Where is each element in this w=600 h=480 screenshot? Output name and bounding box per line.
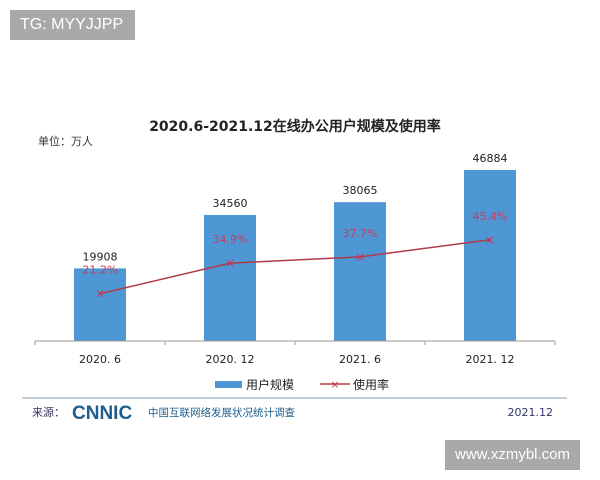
watermark: www.xzmybl.com	[445, 440, 581, 470]
x-tick-label: 2021. 6	[339, 353, 381, 366]
bar	[464, 170, 516, 341]
bar-value-label: 38065	[343, 184, 378, 197]
line-marker: ×	[485, 233, 495, 247]
legend-line-marker: ×	[330, 378, 339, 391]
bar	[204, 214, 256, 341]
legend-bar-swatch	[215, 381, 242, 388]
bar-value-label: 46884	[473, 152, 508, 165]
line-value-label: 45.4%	[473, 210, 508, 223]
x-tick-label: 2020. 6	[79, 353, 121, 366]
source-org: 中国互联网络发展状况统计调查	[148, 406, 295, 419]
bar	[334, 202, 386, 341]
top-tag: TG: MYYJJPP	[10, 10, 135, 40]
usage-rate-line	[99, 239, 491, 295]
chart-title: 2020.6-2021.12在线办公用户规模及使用率	[149, 118, 441, 135]
line-value-label: 21.2%	[83, 264, 118, 277]
legend-bar-label: 用户规模	[246, 377, 294, 392]
cnnic-logo: CNNIC	[72, 403, 132, 424]
line-marker: ×	[355, 250, 365, 264]
legend-line-label: 使用率	[353, 377, 389, 392]
bar	[74, 268, 126, 341]
line-value-label: 34.9%	[213, 233, 248, 246]
legend: 用户规模 × 使用率	[215, 377, 389, 392]
x-tick-label: 2020. 12	[206, 353, 255, 366]
bar-value-label: 34560	[213, 197, 248, 210]
line-value-label: 37.7%	[343, 227, 378, 240]
footer-date: 2021.12	[508, 406, 554, 419]
line-marker: ×	[225, 256, 235, 270]
bar-value-label: 19908	[83, 250, 118, 263]
line-marker: ×	[95, 287, 105, 301]
source-label: 来源：	[32, 405, 65, 419]
x-tick-label: 2021. 12	[466, 353, 515, 366]
unit-label: 单位：万人	[38, 134, 93, 148]
